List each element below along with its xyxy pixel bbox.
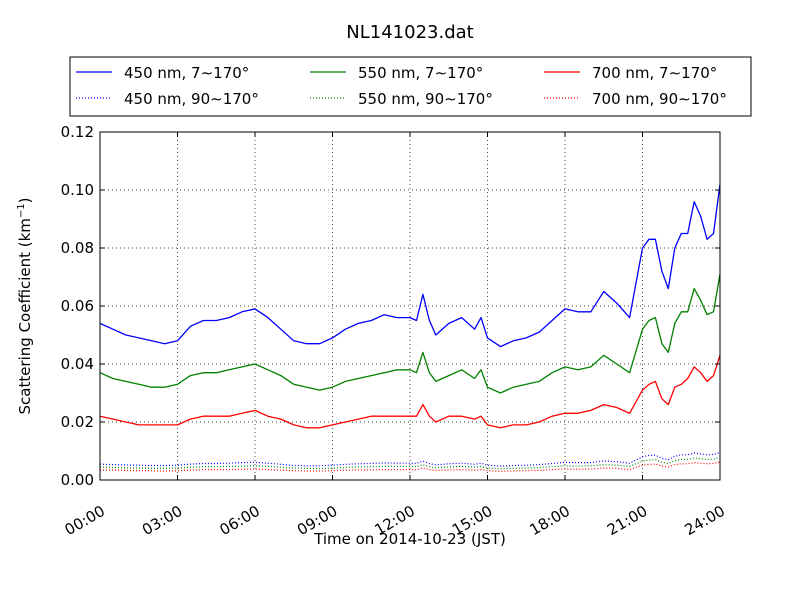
series-line-2	[99, 355, 721, 429]
chart-title: NL141023.dat	[346, 22, 473, 43]
y-tick-label: 0.12	[61, 123, 94, 141]
series-line-1	[99, 273, 721, 394]
legend-label-0: 450 nm, 7∼170°	[124, 64, 249, 82]
series-layer	[99, 184, 721, 472]
y-axis-label: Scattering Coefficient (km−1)	[16, 197, 34, 414]
y-tick-label: 0.10	[61, 181, 94, 199]
legend-label-5: 700 nm, 90∼170°	[592, 90, 727, 108]
legend-label-2: 700 nm, 7∼170°	[592, 64, 717, 82]
x-axis-label: Time on 2014-10-23 (JST)	[313, 530, 506, 548]
y-tick-label: 0.04	[61, 355, 94, 373]
legend-label-3: 450 nm, 90∼170°	[124, 90, 259, 108]
y-axis-label-close: )	[16, 197, 34, 203]
series-line-5	[99, 461, 721, 472]
y-tick-label: 0.06	[61, 297, 94, 315]
legend: 450 nm, 7∼170° 550 nm, 7∼170° 700 nm, 7∼17…	[69, 56, 752, 117]
series-line-4	[99, 456, 721, 470]
legend-label-4: 550 nm, 90∼170°	[358, 90, 493, 108]
y-tick-label: 0.08	[61, 239, 94, 257]
y-tick-label: 0.00	[61, 471, 94, 489]
legend-box	[69, 56, 752, 117]
series-line-0	[99, 184, 721, 348]
y-axis-label-text: Scattering Coefficient (km	[16, 218, 34, 414]
legend-label-1: 550 nm, 7∼170°	[358, 64, 483, 82]
y-tick-label: 0.02	[61, 413, 94, 431]
y-axis-label-exponent: −1	[16, 203, 27, 218]
